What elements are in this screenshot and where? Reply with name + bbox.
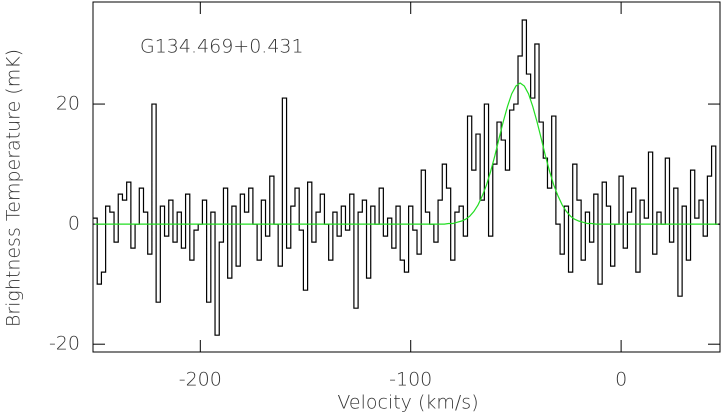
y-tick-label: 0 bbox=[68, 213, 80, 235]
fit-line bbox=[95, 82, 718, 225]
x-tick-label: -100 bbox=[389, 369, 432, 391]
y-tick-label: -20 bbox=[49, 333, 80, 355]
annotation: G134.469+0.431 bbox=[140, 36, 304, 58]
y-axis-label: Brightness Temperature (mK) bbox=[3, 49, 25, 327]
y-tick-label: 20 bbox=[56, 93, 80, 115]
x-tick-label: -200 bbox=[179, 369, 222, 391]
plot-frame bbox=[92, 1, 721, 353]
spectrum bbox=[93, 19, 720, 336]
x-tick-label: 0 bbox=[615, 369, 627, 391]
x-axis-label: Velocity (km/s) bbox=[337, 392, 478, 414]
